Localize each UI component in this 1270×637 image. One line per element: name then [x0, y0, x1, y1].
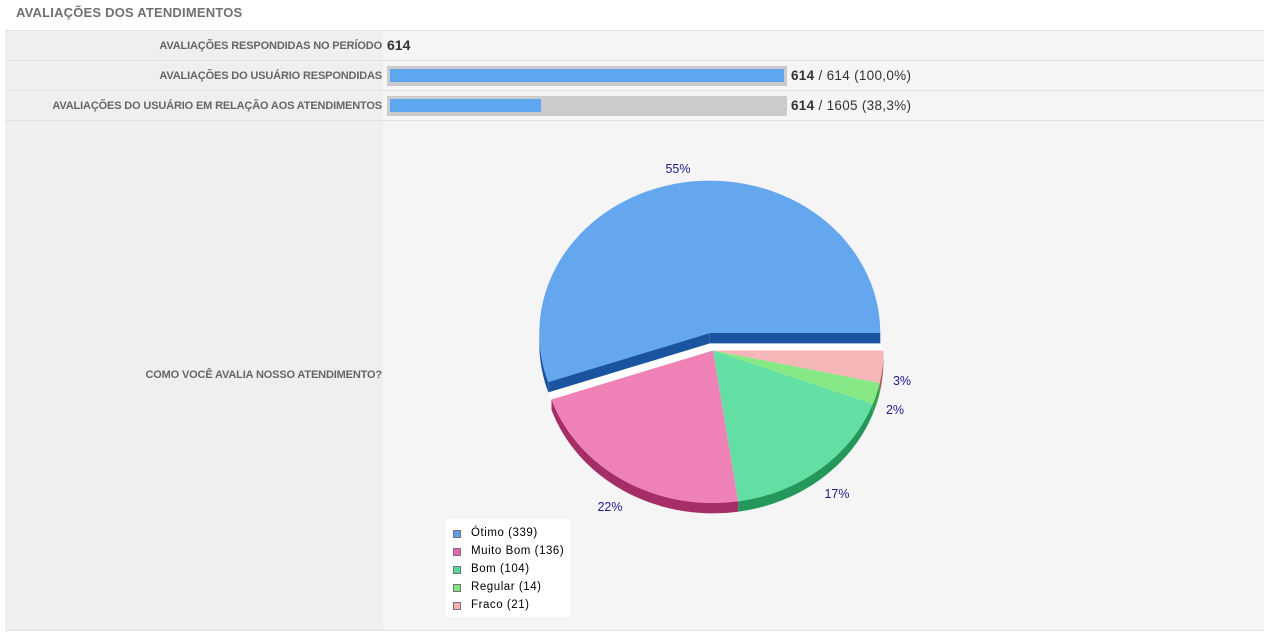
svg-text:17%: 17%: [824, 487, 849, 501]
svg-text:55%: 55%: [665, 162, 690, 176]
svg-text:22%: 22%: [597, 500, 622, 514]
svg-text:3%: 3%: [893, 374, 911, 388]
svg-text:2%: 2%: [886, 403, 904, 417]
